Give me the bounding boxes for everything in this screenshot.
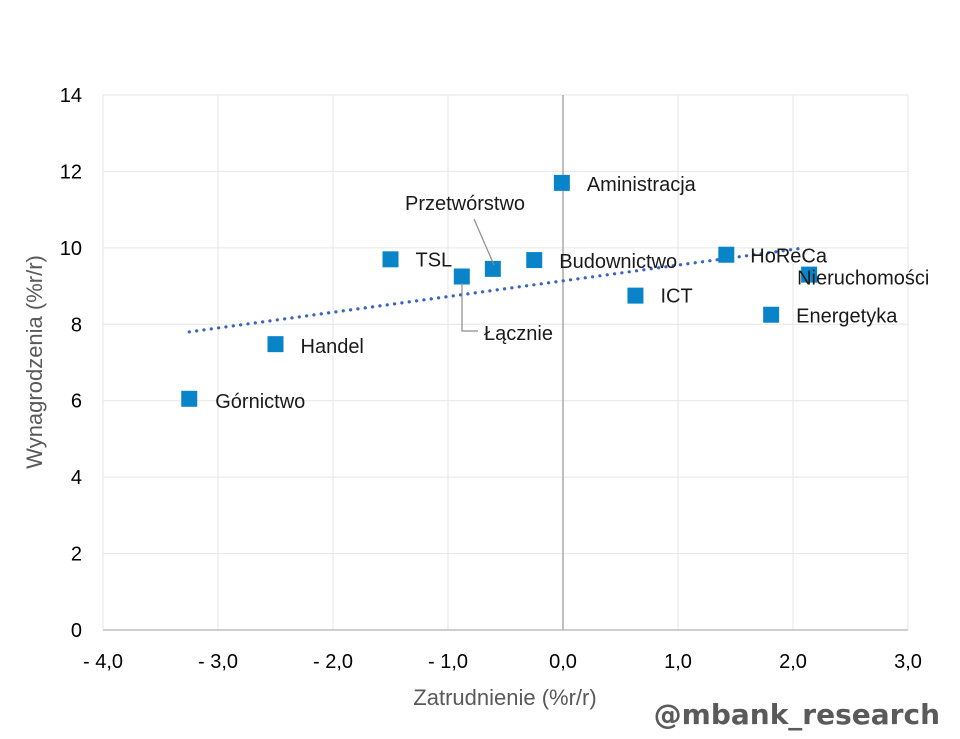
y-tick-label: 10 (60, 238, 82, 260)
data-point-label: Nieruchomości (797, 268, 929, 290)
x-tick-label: - 4,0 (83, 651, 123, 673)
x-tick-label: 1,0 (664, 651, 692, 673)
grid (103, 94, 909, 630)
data-point-label: Przetwórstwo (405, 193, 525, 215)
y-tick-label: 14 (60, 85, 82, 107)
data-point-marker (627, 287, 644, 304)
trendline-group (187, 246, 807, 334)
y-tick-label: 8 (71, 314, 82, 336)
x-tick-label: 2,0 (779, 651, 807, 673)
y-tick-label: 0 (71, 620, 82, 642)
data-point-marker (267, 336, 284, 353)
x-tick-label: 0,0 (549, 651, 577, 673)
data-point-label: ICT (660, 286, 692, 308)
axes (102, 95, 908, 631)
data-point-marker (526, 252, 543, 269)
data-points (181, 174, 818, 407)
data-point-marker (718, 246, 735, 263)
data-point-marker (553, 174, 570, 191)
data-point-marker (382, 251, 399, 268)
data-point-marker (484, 260, 501, 277)
data-point-marker (801, 266, 818, 283)
watermark: @mbank_research (653, 698, 940, 731)
x-tick-label: - 2,0 (313, 651, 353, 673)
data-point-label: Handel (301, 336, 364, 358)
data-point-label: Budownictwo (559, 251, 677, 273)
data-point-marker (763, 306, 780, 323)
y-tick-label: 4 (71, 467, 82, 489)
data-point-label: Aministracja (587, 174, 697, 196)
data-point-marker (453, 268, 470, 285)
data-point-label: TSL (416, 249, 453, 271)
tick-labels: 0 2 4 6 8 10 12 14 - 4,0 - 3,0 - 2,0 - 1,0 0,0 1,0 2,0… (60, 85, 922, 673)
x-axis-title: Zatrudnienie (%r/r) (413, 685, 596, 710)
y-tick-label: 6 (71, 391, 82, 413)
data-point-label: Łącznie (484, 323, 553, 345)
data-point-label: Górnictwo (215, 391, 305, 413)
y-tick-label: 2 (71, 544, 82, 566)
leader-line (461, 283, 478, 332)
point-labels: Aministracja Przetwórstwo TSL Budownictwo Łą… (215, 174, 929, 413)
data-point-label: HoReCa (750, 246, 828, 268)
y-axis-title: Wynagrodzenia (%r/r) (22, 255, 47, 469)
x-tick-label: 3,0 (894, 651, 922, 673)
leader-line (473, 218, 495, 266)
y-tick-label: 12 (60, 161, 82, 183)
data-point-marker (181, 390, 198, 407)
data-point-label: Energetyka (796, 306, 898, 328)
x-tick-label: - 3,0 (198, 651, 238, 673)
x-tick-label: - 1,0 (428, 651, 468, 673)
trendline (187, 246, 807, 334)
